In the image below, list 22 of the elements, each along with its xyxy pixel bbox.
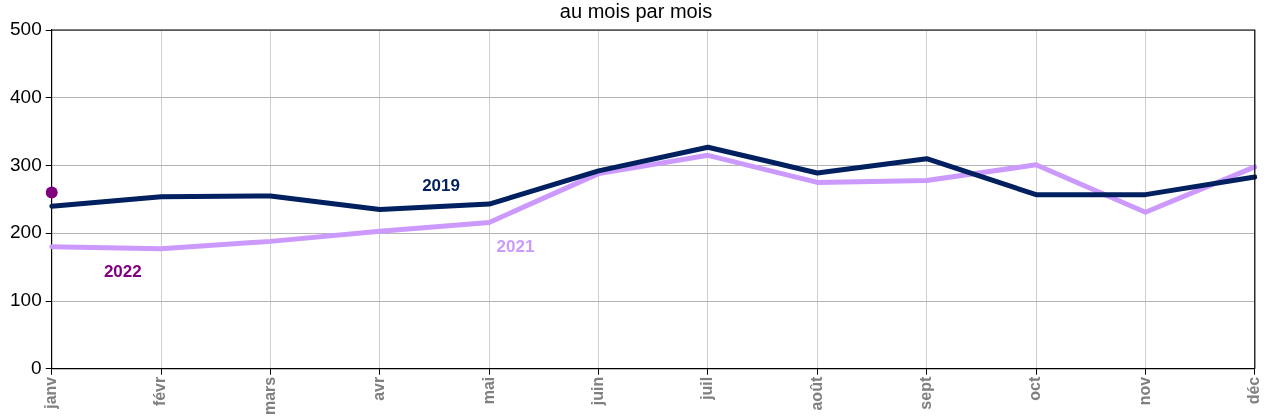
y-tick-label: 500 <box>10 18 42 40</box>
x-tick-label: août <box>807 376 825 411</box>
y-tick-label: 0 <box>31 356 42 378</box>
y-tick-label: 200 <box>10 221 42 243</box>
x-tick-label: juin <box>588 376 606 407</box>
series-label: 2019 <box>422 176 460 196</box>
y-tick-label: 300 <box>10 153 42 175</box>
series-label: 2021 <box>496 237 535 257</box>
y-tick-label: 400 <box>10 85 42 107</box>
x-tick-label: juil <box>698 376 716 401</box>
chart-title: au mois par mois <box>559 0 713 22</box>
x-tick-label: mars <box>260 376 278 415</box>
text: 2022 <box>103 261 142 281</box>
x-tick-label: oct <box>1026 376 1044 401</box>
x-tick-label: avr <box>370 376 388 401</box>
x-tick-label: sept <box>917 376 935 410</box>
y-tick-label: 100 <box>10 289 42 311</box>
x-tick-label: nov <box>1135 376 1153 406</box>
x-tick-label: mai <box>479 376 497 405</box>
x-tick-label: déc <box>1245 376 1263 405</box>
x-tick-label: janv <box>42 376 60 410</box>
x-tick-label: févr <box>151 376 169 407</box>
